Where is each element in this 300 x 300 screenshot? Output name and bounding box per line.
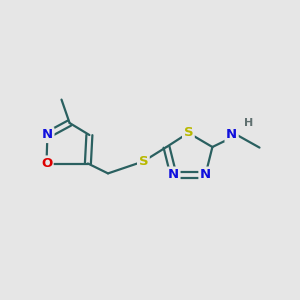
Text: H: H [244,118,253,128]
Text: N: N [168,168,179,181]
Text: N: N [42,128,53,142]
Text: N: N [200,168,211,181]
Text: S: S [184,126,193,140]
Text: N: N [226,128,237,142]
Text: O: O [41,157,52,170]
Text: S: S [139,155,148,168]
